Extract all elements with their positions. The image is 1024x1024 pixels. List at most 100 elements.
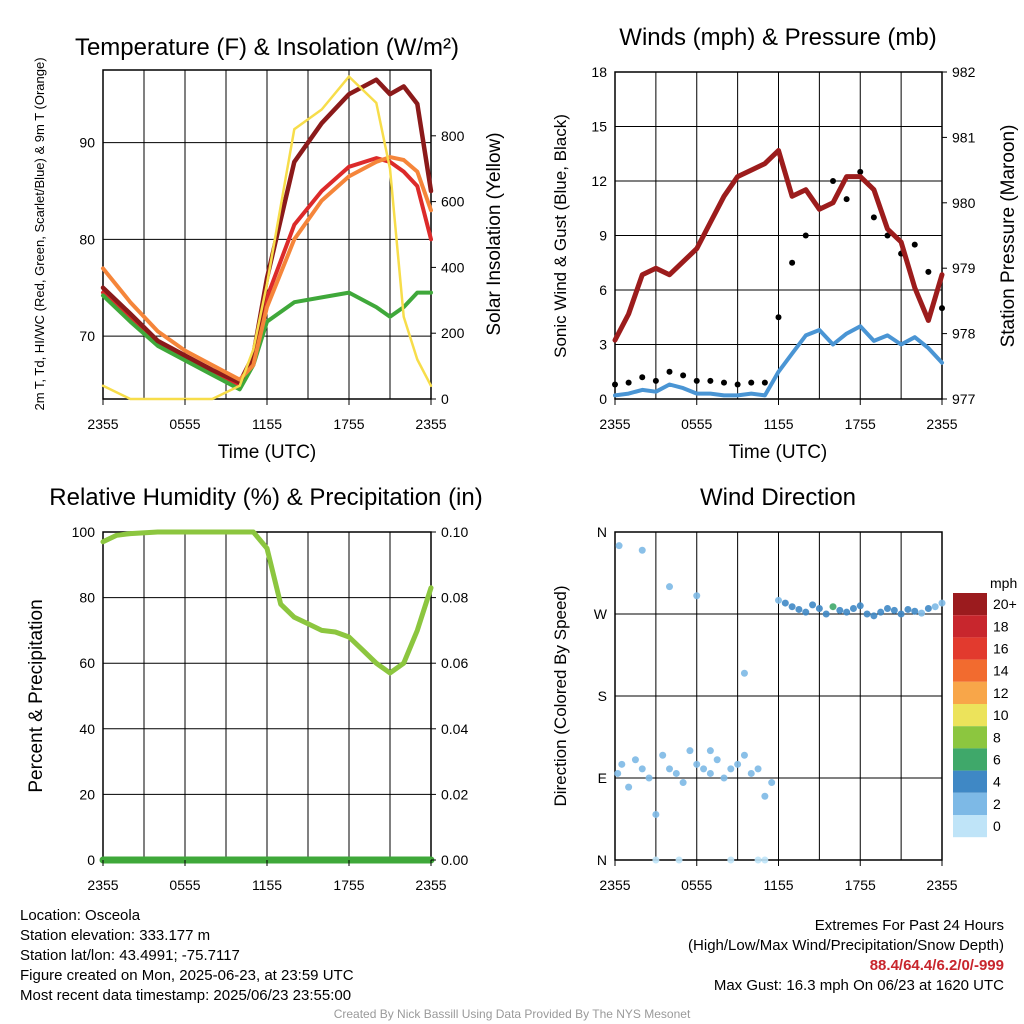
x-tick-label: 1155 xyxy=(763,416,793,432)
wind-pressure-gridlines xyxy=(615,72,942,399)
wind-direction-point xyxy=(727,856,735,864)
wind-direction-point xyxy=(884,605,891,613)
y-tick-label: 6 xyxy=(599,282,607,298)
wind-direction-point xyxy=(720,774,728,782)
wind-direction-y-label: Direction (Colored By Speed) xyxy=(551,585,570,806)
credit-line: Created By Nick Bassill Using Data Provi… xyxy=(333,1007,691,1021)
insolation-y-label: Solar Insolation (Yellow) xyxy=(484,132,505,335)
wind-direction-panel: Wind Direction 2355 0555 1155 1755 2355 N E S W N… xyxy=(551,484,1017,893)
wind-direction-point xyxy=(938,599,946,607)
speed-legend-swatch xyxy=(953,681,987,704)
gust-point xyxy=(843,196,850,203)
speed-colorbar-legend: mph 20+ 18 16 14 12 10 8 6 4 2 0 xyxy=(953,575,1017,838)
humidity-panel-title: Relative Humidity (%) & Precipitation (i… xyxy=(49,484,482,511)
wind-direction-point xyxy=(618,760,626,768)
x-tick-label: 1155 xyxy=(252,416,282,432)
gust-point xyxy=(721,379,727,386)
humidity-series xyxy=(99,529,435,864)
wind-direction-point xyxy=(870,612,878,620)
x-tick-label: 2355 xyxy=(926,877,957,893)
humidity-gridlines xyxy=(103,532,431,860)
speed-legend-swatch xyxy=(953,792,987,815)
wind-pressure-panel: Winds (mph) & Pressure (mb) 2355 0555 1155… xyxy=(551,24,1019,463)
location-text: Location: Osceola xyxy=(20,907,141,924)
y-tick-label: 80 xyxy=(79,590,95,606)
wind-direction-gridlines xyxy=(615,532,942,860)
x-tick-label: 0555 xyxy=(681,416,712,432)
wind-direction-point xyxy=(815,605,823,613)
wind-direction-point xyxy=(829,603,837,611)
wind-direction-point xyxy=(904,605,912,613)
y-tick-label: 3 xyxy=(599,337,607,353)
wind-direction-point xyxy=(734,760,742,768)
wind-direction-panel-title: Wind Direction xyxy=(700,484,856,511)
wind-direction-point xyxy=(836,606,844,614)
y-tick-label: 12 xyxy=(591,173,607,189)
wind-direction-point xyxy=(693,592,701,600)
wind-pressure-x-label: Time (UTC) xyxy=(729,442,828,463)
y-tick-label: 20 xyxy=(79,786,95,802)
wind-direction-point xyxy=(788,603,796,611)
wind-direction-point xyxy=(911,607,919,615)
temp_9m-line xyxy=(101,155,433,382)
wind-direction-point xyxy=(666,583,673,591)
wind-direction-point xyxy=(740,751,748,759)
gust-point xyxy=(911,241,918,248)
elevation-text: Station elevation: 333.177 m xyxy=(20,927,211,944)
speed-legend-label: 0 xyxy=(993,818,1001,834)
y-right-tick-label: 982 xyxy=(952,64,976,80)
insolation-line xyxy=(101,75,433,401)
gust-point xyxy=(761,379,768,386)
x-tick-label: 2355 xyxy=(599,877,630,893)
y-tick-label: 100 xyxy=(72,524,96,540)
x-tick-label: 0555 xyxy=(681,877,712,893)
y-right-tick-label: 200 xyxy=(441,325,465,341)
x-tick-label: 1755 xyxy=(845,416,876,432)
gust-point xyxy=(789,259,796,266)
wind-direction-point xyxy=(795,605,803,613)
wind-direction-point xyxy=(686,747,694,755)
y-right-tick-label: 0.10 xyxy=(441,524,468,540)
temperature-series xyxy=(100,75,434,401)
wind-direction-point xyxy=(924,605,932,613)
x-tick-label: 1155 xyxy=(252,877,282,893)
y-right-tick-label: 400 xyxy=(441,259,465,275)
wind-direction-point xyxy=(631,756,639,764)
wind-direction-point xyxy=(625,783,633,791)
speed-legend-swatch xyxy=(953,659,987,682)
gust-point xyxy=(802,232,809,239)
speed-legend-label: 20+ xyxy=(993,596,1017,612)
x-tick-label: 1755 xyxy=(845,877,876,893)
speed-legend-label: 2 xyxy=(993,796,1001,812)
temperature-tick-labels: 2355 0555 1155 1755 2355 70 80 90 0 200 400 600 800 xyxy=(79,128,464,432)
wind-direction-point xyxy=(781,599,789,607)
x-tick-label: 2355 xyxy=(926,416,957,432)
y-tick-label: 9 xyxy=(599,228,607,244)
temperature-y-label: 2m T, Td, HI/WC (Red, Green, Scarlet/Blu… xyxy=(32,57,47,410)
gust-point xyxy=(680,372,687,379)
x-tick-label: 2355 xyxy=(87,877,118,893)
gust-point xyxy=(939,305,945,312)
humidity-panel: Relative Humidity (%) & Precipitation (i… xyxy=(26,484,483,893)
y-tick-label: S xyxy=(598,688,607,704)
speed-legend-title: mph xyxy=(990,575,1017,591)
wind-direction-point xyxy=(638,765,646,773)
recent-data-text: Most recent data timestamp: 2025/06/23 2… xyxy=(20,987,352,1004)
wind-direction-point xyxy=(638,546,646,554)
speed-legend-swatch xyxy=(953,593,987,616)
wind-direction-point xyxy=(666,765,673,773)
y-right-tick-label: 0.08 xyxy=(441,590,468,606)
extremes-values: 88.4/64.4/6.2/0/-999 xyxy=(869,957,1004,974)
wind-direction-point xyxy=(652,810,660,818)
speed-legend-label: 18 xyxy=(993,618,1009,634)
gust-point xyxy=(639,374,646,381)
x-tick-label: 1755 xyxy=(333,877,364,893)
rh-line xyxy=(100,529,434,676)
speed-legend-swatch xyxy=(953,637,987,660)
wind-direction-point xyxy=(615,542,623,550)
gust-point xyxy=(748,379,755,386)
pressure-y-label: Station Pressure (Maroon) xyxy=(998,125,1019,348)
extremes-title: Extremes For Past 24 Hours xyxy=(814,917,1004,934)
wind-direction-point xyxy=(645,774,653,782)
wind-direction-point xyxy=(679,779,687,787)
